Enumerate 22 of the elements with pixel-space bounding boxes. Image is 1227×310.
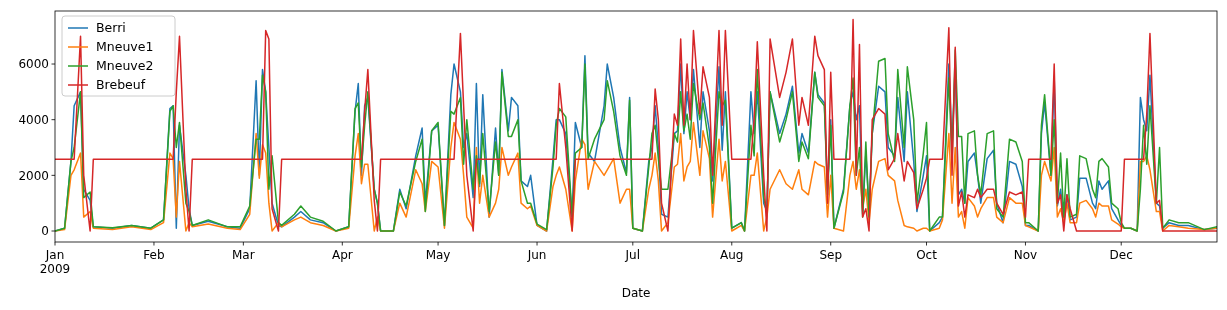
- x-tick-label: Jul: [624, 248, 641, 262]
- legend-label: Berri: [96, 20, 126, 36]
- x-tick-label: Sep: [819, 248, 843, 262]
- x-tick-label: Dec: [1109, 248, 1133, 262]
- legend-label: Mneuve1: [96, 39, 154, 55]
- y-tick-label: 4000: [18, 112, 49, 127]
- x-tick-label: Nov: [1013, 248, 1038, 262]
- x-axis-title: Date: [621, 286, 651, 300]
- x-tick-label: Aug: [720, 248, 744, 262]
- x-tick-label: Jan 2009: [39, 248, 71, 276]
- x-tick-label: Feb: [143, 248, 165, 262]
- y-tick-label: 0: [41, 224, 49, 239]
- x-tick-label: Mar: [232, 248, 255, 262]
- x-tick-label: May: [425, 248, 451, 262]
- legend-label: Brebeuf: [96, 77, 146, 93]
- line-series: [55, 121, 1217, 232]
- x-tick-label: Apr: [331, 248, 353, 262]
- x-tick-label: Oct: [916, 248, 938, 262]
- y-tick-label: 6000: [18, 57, 49, 72]
- y-tick-label: 2000: [18, 168, 49, 183]
- legend-label: Mneuve2: [96, 58, 154, 74]
- x-tick-label: Jun: [526, 248, 547, 262]
